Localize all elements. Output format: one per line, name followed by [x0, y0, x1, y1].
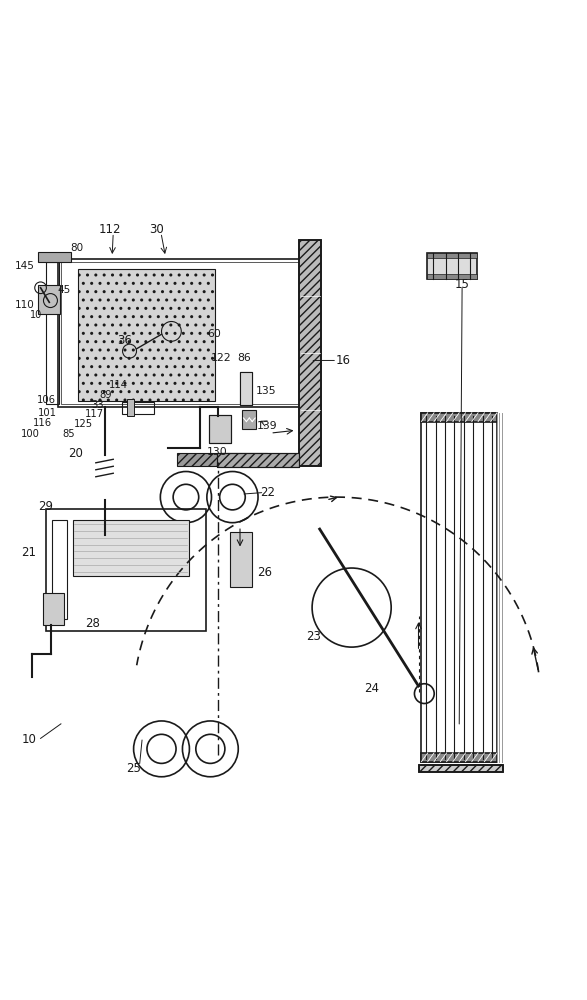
Text: 80: 80: [70, 243, 84, 253]
Bar: [46, 509, 206, 631]
Bar: [43, 593, 64, 625]
Bar: [421, 753, 497, 762]
Text: 112: 112: [99, 223, 122, 236]
Text: 106: 106: [37, 395, 56, 405]
Bar: [419, 765, 503, 772]
Bar: [79, 269, 215, 401]
Bar: [421, 413, 497, 422]
Text: 125: 125: [73, 419, 93, 429]
Bar: [299, 240, 322, 466]
Text: 101: 101: [38, 408, 57, 418]
Text: 36: 36: [117, 334, 132, 347]
Bar: [217, 453, 299, 467]
Bar: [419, 765, 503, 772]
Bar: [240, 372, 252, 405]
Text: 130: 130: [207, 447, 227, 457]
Text: 89: 89: [99, 390, 112, 400]
Text: 22: 22: [260, 486, 275, 499]
Bar: [299, 240, 322, 466]
Bar: [240, 372, 252, 405]
Text: 122: 122: [211, 353, 231, 363]
Text: 23: 23: [306, 630, 321, 643]
Text: 114: 114: [109, 380, 127, 390]
Bar: [38, 285, 60, 314]
Bar: [122, 402, 154, 414]
Text: 30: 30: [150, 223, 164, 236]
Text: 85: 85: [62, 429, 75, 439]
Bar: [427, 274, 477, 279]
Text: 135: 135: [256, 386, 276, 396]
Bar: [242, 410, 257, 429]
Bar: [73, 520, 189, 576]
Text: 25: 25: [126, 762, 141, 775]
Text: 33: 33: [92, 400, 104, 410]
Text: 145: 145: [15, 261, 35, 271]
Bar: [209, 415, 231, 443]
Text: 117: 117: [85, 409, 104, 419]
Bar: [217, 453, 299, 467]
Text: 20: 20: [68, 447, 83, 460]
Bar: [230, 532, 252, 587]
Text: 100: 100: [21, 429, 40, 439]
Bar: [38, 252, 72, 262]
Text: 26: 26: [257, 566, 272, 579]
Text: 86: 86: [237, 353, 251, 363]
Bar: [127, 399, 134, 416]
Text: 45: 45: [57, 285, 70, 295]
Bar: [61, 262, 302, 404]
Bar: [421, 413, 497, 762]
Text: 28: 28: [86, 617, 100, 630]
Bar: [177, 453, 267, 466]
Bar: [427, 253, 477, 258]
Text: 15: 15: [455, 278, 470, 291]
Bar: [58, 259, 305, 407]
Text: 21: 21: [22, 546, 36, 559]
Text: 29: 29: [38, 500, 53, 513]
Bar: [52, 520, 67, 619]
Bar: [46, 262, 59, 404]
Text: 24: 24: [365, 682, 379, 695]
Bar: [209, 415, 231, 443]
Text: 139: 139: [257, 421, 278, 431]
Text: 116: 116: [33, 418, 52, 428]
Text: 16: 16: [335, 354, 350, 367]
Text: 10: 10: [22, 733, 36, 746]
Bar: [427, 253, 477, 279]
Text: 10: 10: [30, 310, 42, 320]
Text: 60: 60: [207, 329, 221, 339]
Text: 110: 110: [15, 300, 35, 310]
